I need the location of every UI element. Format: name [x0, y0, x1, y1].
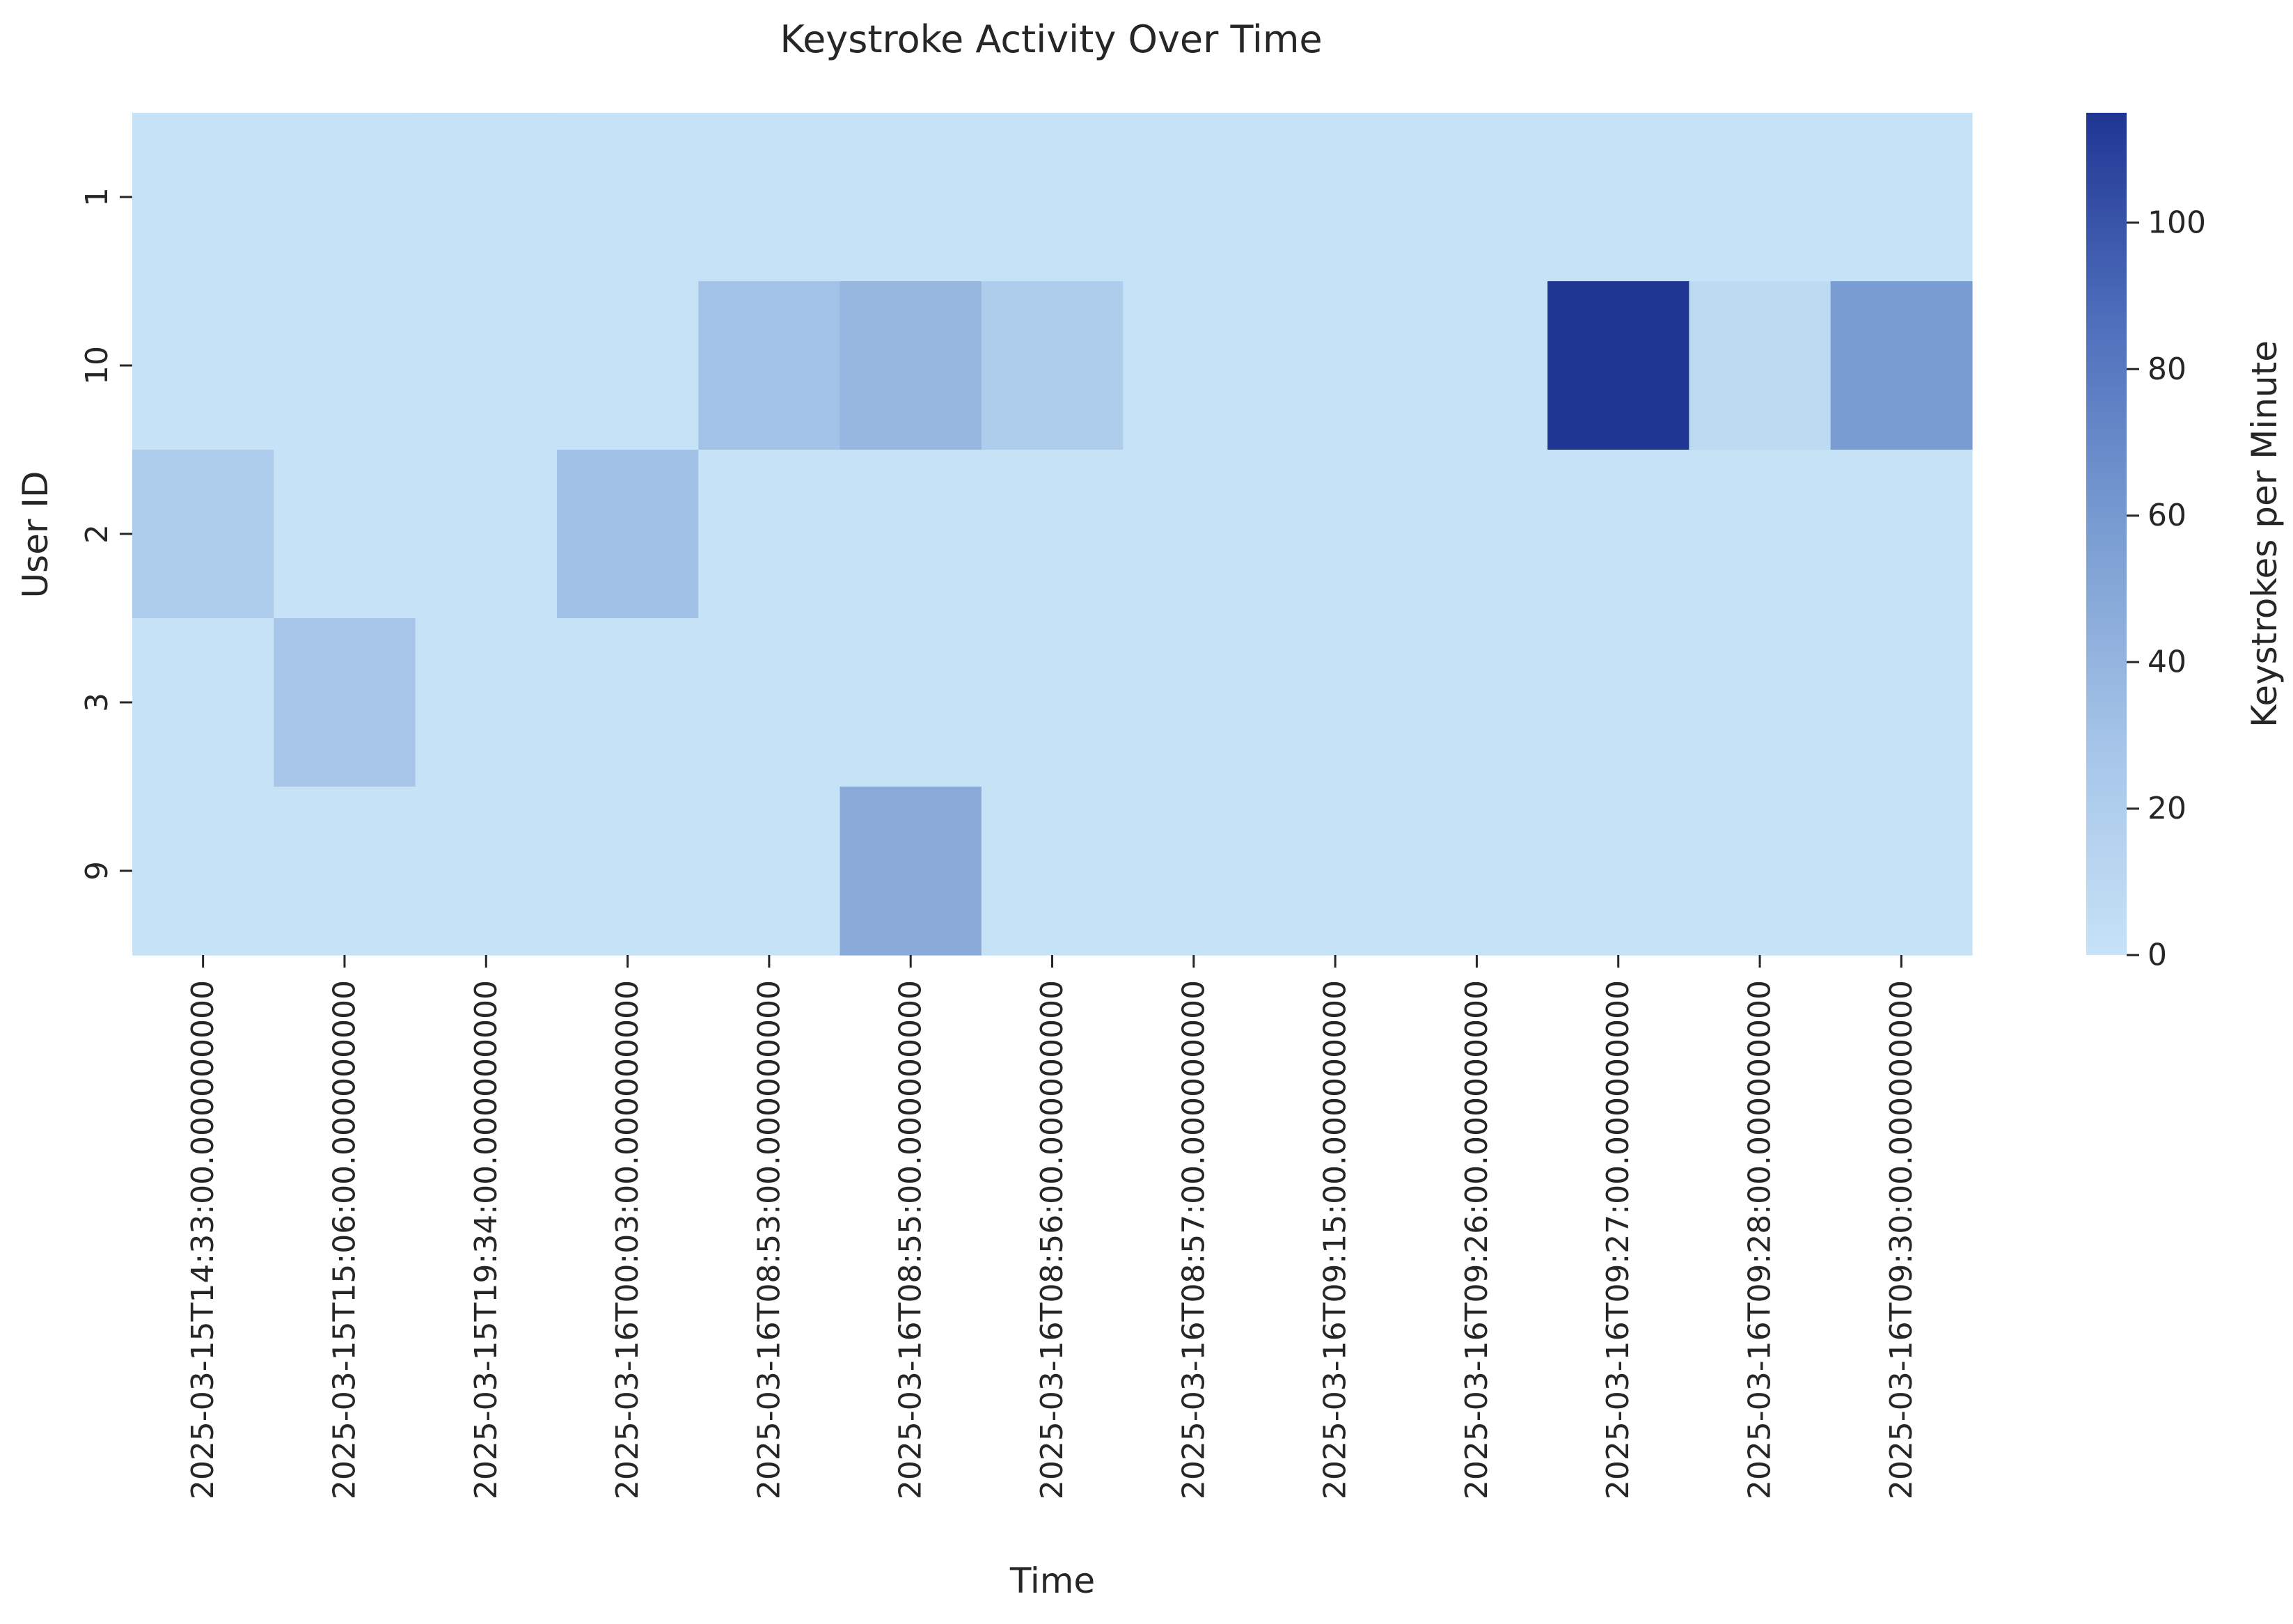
heatmap-cell — [1830, 281, 1973, 450]
colorbar-tick-label: 60 — [2148, 498, 2186, 533]
heatmap-cell — [1547, 618, 1689, 787]
x-tick-label: 2025-03-16T08:56:00.000000000 — [1034, 980, 1070, 1499]
heatmap-cell — [132, 618, 274, 787]
x-tick-label: 2025-03-16T09:28:00.000000000 — [1742, 980, 1778, 1499]
heatmap-cell — [1547, 281, 1689, 450]
colorbar-tick-label: 100 — [2148, 205, 2206, 240]
heatmap-cell — [556, 618, 699, 787]
heatmap-cells — [132, 113, 1973, 956]
x-tick-label: 2025-03-16T00:03:00.000000000 — [610, 980, 645, 1499]
heatmap-cell — [981, 281, 1124, 450]
heatmap-cell — [1264, 618, 1407, 787]
x-tick-label: 2025-03-16T08:57:00.000000000 — [1176, 980, 1211, 1499]
heatmap-cell — [1689, 618, 1831, 787]
heatmap-cell — [556, 113, 699, 282]
heatmap-cell — [981, 113, 1124, 282]
x-tick-label: 2025-03-16T09:15:00.000000000 — [1318, 980, 1353, 1499]
heatmap-cell — [981, 618, 1124, 787]
heatmap-cell — [1830, 787, 1973, 956]
heatmap-cell — [840, 450, 982, 619]
heatmap-cell — [840, 618, 982, 787]
heatmap-cell — [981, 787, 1124, 956]
y-tick-label: 1 — [79, 187, 115, 207]
heatmap-cell — [415, 618, 558, 787]
heatmap-cell — [698, 113, 841, 282]
heatmap-cell — [415, 281, 558, 450]
heatmap-cell — [1689, 113, 1831, 282]
colorbar-label: Keystrokes per Minute — [2244, 340, 2285, 727]
heatmap-cell — [1830, 450, 1973, 619]
heatmap-cell — [1405, 281, 1548, 450]
heatmap-cell — [556, 787, 699, 956]
colorbar-tick-label: 80 — [2148, 352, 2186, 387]
heatmap-cell — [1547, 450, 1689, 619]
x-axis-label: Time — [1009, 1561, 1095, 1601]
heatmap-cell — [132, 281, 274, 450]
heatmap-cell — [1830, 113, 1973, 282]
heatmap-cell — [981, 450, 1124, 619]
heatmap-cell — [1123, 787, 1266, 956]
heatmap-cell — [415, 450, 558, 619]
x-tick-label: 2025-03-16T09:27:00.000000000 — [1600, 980, 1636, 1499]
heatmap-cell — [556, 281, 699, 450]
heatmap-cell — [132, 113, 274, 282]
heatmap-cell — [274, 113, 416, 282]
heatmap-cell — [1123, 618, 1266, 787]
y-tick-label: 10 — [79, 346, 115, 385]
heatmap-cell — [1689, 281, 1831, 450]
heatmap-cell — [1689, 450, 1831, 619]
heatmap-cell — [1689, 787, 1831, 956]
heatmap-cell — [1547, 787, 1689, 956]
heatmap-cell — [698, 281, 841, 450]
heatmap-cell — [132, 787, 274, 956]
heatmap-cell — [1405, 618, 1548, 787]
heatmap-cell — [698, 450, 841, 619]
x-tick-label: 2025-03-16T09:26:00.000000000 — [1459, 980, 1495, 1499]
heatmap-cell — [132, 450, 274, 619]
y-tick-label: 3 — [79, 693, 115, 712]
heatmap-cell — [556, 450, 699, 619]
heatmap-cell — [840, 281, 982, 450]
heatmap-cell — [1264, 113, 1407, 282]
heatmap-cell — [1123, 113, 1266, 282]
heatmap-cell — [1405, 787, 1548, 956]
heatmap-cell — [1264, 281, 1407, 450]
x-tick-label: 2025-03-16T09:30:00.000000000 — [1884, 980, 1919, 1499]
colorbar-tick-label: 0 — [2148, 938, 2167, 973]
chart-title: Keystroke Activity Over Time — [780, 17, 1322, 61]
heatmap-cell — [1264, 450, 1407, 619]
heatmap-cell — [1830, 618, 1973, 787]
colorbar-tick-label: 20 — [2148, 791, 2186, 826]
heatmap-cell — [1123, 450, 1266, 619]
y-tick-label: 2 — [79, 524, 115, 544]
y-axis-label: User ID — [15, 471, 56, 598]
colorbar-ticks: 0 20 40 60 80 100 — [2127, 205, 2206, 973]
colorbar-tick-label: 40 — [2148, 645, 2186, 680]
heatmap-cell — [840, 787, 982, 956]
heatmap-cell — [415, 787, 558, 956]
heatmap-cell — [840, 113, 982, 282]
heatmap-cell — [1547, 113, 1689, 282]
heatmap-cell — [1405, 113, 1548, 282]
heatmap-cell — [698, 787, 841, 956]
x-tick-label: 2025-03-16T08:53:00.000000000 — [751, 980, 787, 1499]
heatmap-cell — [274, 450, 416, 619]
heatmap-cell — [1405, 450, 1548, 619]
y-tick-label: 9 — [79, 861, 115, 881]
heatmap-cell — [274, 281, 416, 450]
heatmap-cell — [1264, 787, 1407, 956]
y-axis-ticks: 1 10 2 3 9 — [79, 187, 132, 881]
x-axis-ticks: 2025-03-15T14:33:00.000000000 2025-03-15T… — [185, 955, 1919, 1499]
x-tick-label: 2025-03-15T19:34:00.000000000 — [468, 980, 504, 1499]
heatmap-cell — [1123, 281, 1266, 450]
heatmap-cell — [415, 113, 558, 282]
heatmap-cell — [698, 618, 841, 787]
x-tick-label: 2025-03-16T08:55:00.000000000 — [893, 980, 929, 1499]
x-tick-label: 2025-03-15T14:33:00.000000000 — [185, 980, 221, 1499]
heatmap-cell — [274, 618, 416, 787]
colorbar — [2086, 113, 2127, 955]
heatmap-cell — [274, 787, 416, 956]
x-tick-label: 2025-03-15T15:06:00.000000000 — [326, 980, 362, 1499]
